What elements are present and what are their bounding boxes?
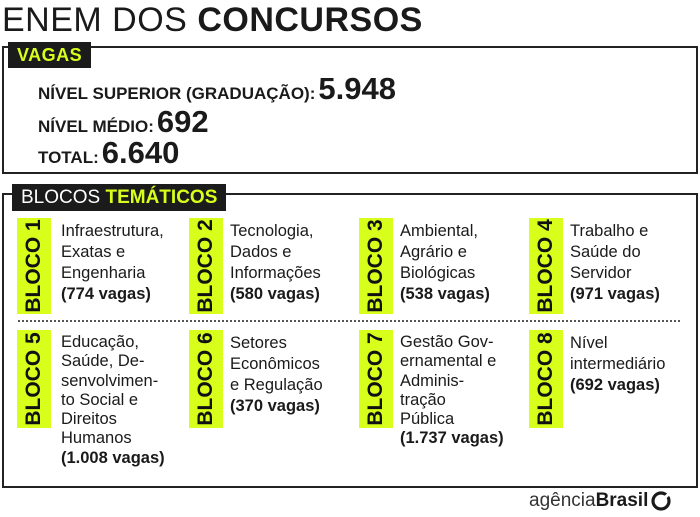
bloco-8-label: BLOCO 8: [534, 332, 557, 426]
bloco-3-line: Ambiental,: [400, 222, 478, 240]
bloco-2-text: Tecnologia, Dados e Informações (580 vag…: [230, 221, 321, 305]
bloco-7-line: Adminis-: [400, 371, 465, 390]
bloco-5-line: Humanos: [61, 429, 132, 448]
bloco-4-text: Trabalho e Saúde do Servidor (971 vagas): [570, 221, 660, 305]
bloco-8-text: Nível intermediário (692 vagas): [570, 333, 665, 396]
bloco-7-line: tração: [400, 390, 446, 409]
bloco-8-vagas: (692 vagas): [570, 376, 660, 394]
total-label: TOTAL:: [38, 148, 99, 167]
bloco-7-vagas: (1.737 vagas): [400, 429, 504, 448]
nivel-superior-label: NÍVEL SUPERIOR (GRADUAÇÃO):: [38, 84, 316, 103]
bloco-6-line: e Regulação: [230, 376, 323, 394]
bloco-7-label: BLOCO 7: [364, 332, 387, 426]
nivel-superior-line: NÍVEL SUPERIOR (GRADUAÇÃO):5.948: [38, 71, 396, 107]
bloco-2-bar: BLOCO 2: [189, 218, 223, 314]
logo-bold-text: Brasil: [595, 490, 649, 511]
bloco-5-bar: BLOCO 5: [17, 330, 51, 428]
bloco-2-line: Informações: [230, 264, 321, 282]
nivel-medio-line: NÍVEL MÉDIO:692: [38, 104, 209, 140]
title-light-text: ENEM DOS: [2, 1, 198, 39]
blocos-box: [2, 193, 698, 488]
blocos-tag-bold: TEMÁTICOS: [105, 187, 218, 208]
bloco-3-line: Biológicas: [400, 264, 476, 282]
blocos-tag: BLOCOS TEMÁTICOS: [12, 184, 227, 211]
bloco-1-line: Exatas e: [61, 243, 126, 261]
bloco-2-line: Tecnologia,: [230, 222, 314, 240]
bloco-8-line: intermediário: [570, 355, 666, 373]
bloco-1-line: Engenharia: [61, 264, 146, 282]
bloco-1-label: BLOCO 1: [22, 219, 45, 313]
title-bold-text: CONCURSOS: [197, 1, 423, 39]
total-value: 6.640: [101, 135, 180, 170]
bloco-3-line: Agrário e: [400, 243, 467, 261]
bloco-5-line: Saúde, De-: [61, 352, 145, 371]
bloco-6-bar: BLOCO 6: [189, 330, 223, 428]
bloco-7-line: ernamental e: [400, 352, 497, 371]
bloco-5-line: senvolvimen-: [61, 371, 159, 390]
bloco-1-line: Infraestrutura,: [61, 222, 164, 240]
bloco-5-line: to Social e: [61, 390, 139, 409]
bloco-5-vagas: (1.008 vagas): [61, 448, 165, 467]
bloco-2-vagas: (580 vagas): [230, 285, 320, 303]
bloco-8-line: Nível: [570, 334, 608, 352]
bloco-3-label: BLOCO 3: [364, 219, 387, 313]
bloco-3-vagas: (538 vagas): [400, 285, 490, 303]
bloco-4-line: Servidor: [570, 264, 632, 282]
bloco-6-vagas: (370 vagas): [230, 397, 320, 415]
vagas-box: [2, 46, 698, 174]
bloco-2-label: BLOCO 2: [194, 219, 217, 313]
bloco-3-text: Ambiental, Agrário e Biológicas (538 vag…: [400, 221, 490, 305]
bloco-4-line: Trabalho e: [570, 222, 649, 240]
bloco-4-vagas: (971 vagas): [570, 285, 660, 303]
page-title: ENEM DOS CONCURSOS: [2, 0, 423, 40]
nivel-superior-value: 5.948: [318, 71, 396, 106]
bloco-7-line: Pública: [400, 410, 455, 429]
bloco-6-text: Setores Econômicos e Regulação (370 vaga…: [230, 333, 323, 417]
nivel-medio-label: NÍVEL MÉDIO:: [38, 117, 154, 136]
bloco-5-text: Educação, Saúde, De- senvolvimen- to Soc…: [61, 333, 165, 468]
bloco-4-label: BLOCO 4: [534, 219, 557, 313]
row-divider: [18, 320, 680, 322]
bloco-8-bar: BLOCO 8: [529, 330, 563, 428]
bloco-4-bar: BLOCO 4: [529, 218, 563, 314]
bloco-5-line: Educação,: [61, 333, 139, 351]
bloco-7-bar: BLOCO 7: [359, 330, 393, 428]
bloco-5-line: Direitos: [61, 410, 117, 429]
bloco-1-text: Infraestrutura, Exatas e Engenharia (774…: [61, 221, 164, 305]
bloco-6-line: Setores: [230, 334, 287, 352]
bloco-1-bar: BLOCO 1: [17, 218, 51, 314]
agencia-brasil-logo: agênciaBrasil: [529, 487, 672, 515]
bloco-6-line: Econômicos: [230, 355, 320, 373]
bloco-6-label: BLOCO 6: [194, 332, 217, 426]
total-line: TOTAL:6.640: [38, 135, 179, 171]
bloco-7-line: Gestão Gov-: [400, 333, 494, 351]
bloco-7-text: Gestão Gov- ernamental e Adminis- tração…: [400, 333, 504, 449]
logo-light-text: agência: [529, 490, 596, 511]
blocos-tag-light: BLOCOS: [21, 187, 106, 208]
bloco-4-line: Saúde do: [570, 243, 641, 261]
bloco-1-vagas: (774 vagas): [61, 285, 151, 303]
vagas-tag: VAGAS: [8, 42, 92, 68]
nivel-medio-value: 692: [156, 104, 209, 139]
bloco-2-line: Dados e: [230, 243, 292, 261]
bloco-5-label: BLOCO 5: [22, 332, 45, 426]
vagas-tag-label: VAGAS: [17, 45, 83, 65]
bloco-3-bar: BLOCO 3: [359, 218, 393, 314]
agencia-brasil-logo-icon: [651, 491, 672, 511]
